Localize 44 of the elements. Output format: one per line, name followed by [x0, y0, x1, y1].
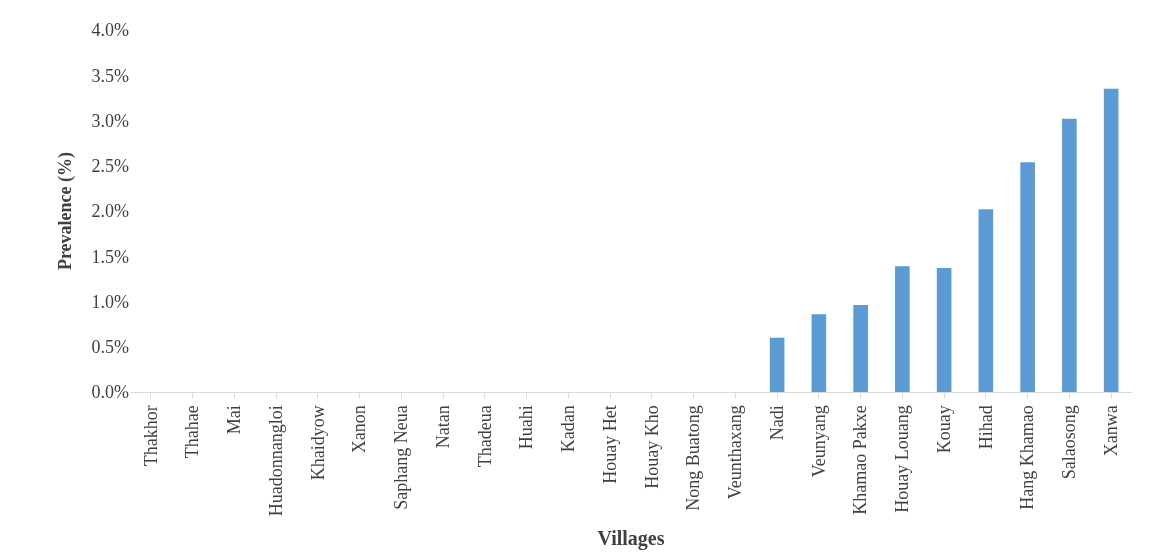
x-tick-label: Thahae [182, 405, 203, 459]
x-tick-label: Veunyang [808, 405, 829, 478]
x-tick-label: Huahi [516, 405, 537, 450]
bar [1103, 88, 1119, 392]
x-tick-label: Thadeua [474, 405, 495, 468]
y-tick-label: 2.0% [91, 201, 129, 222]
y-tick-label: 0.5% [91, 337, 129, 358]
bar [978, 209, 994, 392]
x-tick-label: Huadonnangloi [265, 405, 286, 517]
bar [853, 305, 868, 392]
x-tick-label: Khaidyow [307, 405, 328, 481]
x-axis-title: Villages [597, 526, 665, 550]
x-tick-label: Houay Louang [892, 405, 913, 513]
bar [1062, 118, 1077, 392]
y-axis-title: Prevalence (%) [54, 151, 76, 271]
y-tick-label: 0.0% [91, 382, 129, 403]
y-tick-label: 1.5% [91, 246, 129, 267]
x-tick-label: Salaosong [1059, 405, 1080, 480]
bar [936, 268, 952, 392]
x-tick-label: Nong Buatong [683, 405, 704, 511]
x-tick-label: Houay Kho [641, 405, 662, 489]
bar [895, 266, 910, 392]
x-tick-label: Houay Het [599, 405, 620, 484]
y-tick-label: 1.0% [91, 291, 129, 312]
y-tick-label: 3.0% [91, 110, 129, 131]
x-tick-label: Veunthaxang [725, 405, 746, 500]
x-tick-label: Khamao Pakxe [850, 405, 871, 515]
x-tick-label: Xanon [349, 405, 370, 454]
x-tick-label: Saphang Neua [391, 405, 412, 510]
bar [811, 314, 827, 392]
x-tick-label: Nadi [766, 405, 787, 441]
y-tick-label: 4.0% [91, 20, 129, 41]
bar [1020, 162, 1035, 392]
x-tick-label: Xanwa [1100, 405, 1121, 457]
x-tick-label: Kadan [558, 405, 579, 453]
x-tick-label: Natan [432, 405, 453, 449]
x-tick-label: Mai [224, 405, 245, 435]
y-tick-label: 2.5% [91, 156, 129, 177]
x-tick-label: Hihad [975, 405, 996, 450]
y-tick-label: 3.5% [91, 65, 129, 86]
bar [769, 337, 785, 392]
x-tick-label: Hang Khamao [1017, 405, 1038, 510]
x-tick-label: Kouay [933, 405, 954, 454]
x-tick-label: Thakhor [140, 405, 161, 467]
